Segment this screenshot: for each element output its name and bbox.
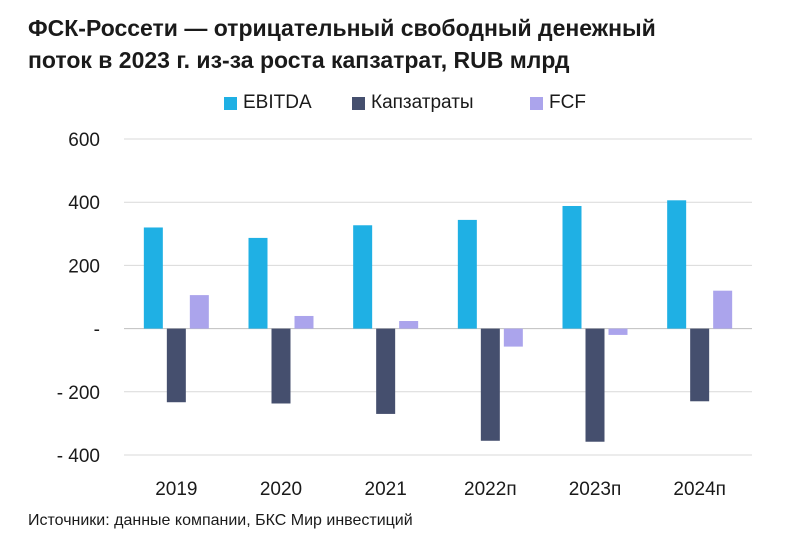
bar-fcf <box>608 328 628 335</box>
source-note: Источники: данные компании, БКС Мир инве… <box>28 512 413 529</box>
legend-item-capex: Капзатраты <box>352 92 474 114</box>
bar-fcf <box>294 315 314 329</box>
bar-ebitda <box>562 205 582 329</box>
bar-capex <box>271 328 291 404</box>
y-tick-label: 400 <box>68 193 100 214</box>
bar-ebitda <box>248 237 268 329</box>
x-tick-label: 2022п <box>464 479 517 500</box>
bar-ebitda <box>457 219 477 329</box>
bar-capex <box>690 328 710 402</box>
x-tick-label: 2024п <box>673 479 726 500</box>
bar-fcf <box>189 295 209 329</box>
bar-ebitda <box>143 227 163 329</box>
chart-title: ФСК-Россети — отрицательный свободный де… <box>28 12 768 76</box>
y-tick-label: - 400 <box>57 446 100 467</box>
chart-legend: EBITDA Капзатраты FCF <box>0 92 785 116</box>
bar-capex <box>166 328 186 403</box>
bar-capex <box>585 328 605 442</box>
y-tick-label: - <box>94 320 100 341</box>
x-tick-label: 2020 <box>260 479 302 500</box>
legend-swatch-capex <box>352 96 365 110</box>
chart-title-line-2: поток в 2023 г. из-за роста капзатрат, R… <box>28 47 570 73</box>
bar-fcf <box>713 290 733 329</box>
bar-capex <box>376 328 396 414</box>
x-tick-label: 2023п <box>569 479 622 500</box>
legend-item-fcf: FCF <box>530 92 586 114</box>
legend-label-capex: Капзатраты <box>371 92 474 113</box>
y-tick-label: 600 <box>68 130 100 151</box>
legend-swatch-ebitda <box>224 96 237 110</box>
y-tick-label: 200 <box>68 256 100 277</box>
bar-capex <box>480 328 500 441</box>
legend-label-fcf: FCF <box>549 92 586 113</box>
x-tick-label: 2021 <box>365 479 407 500</box>
bar-ebitda <box>353 225 373 329</box>
bar-fcf <box>503 328 523 347</box>
x-tick-label: 2019 <box>155 479 197 500</box>
legend-label-ebitda: EBITDA <box>243 92 312 113</box>
legend-item-ebitda: EBITDA <box>224 92 312 114</box>
y-tick-label: - 200 <box>57 383 100 404</box>
chart-title-line-1: ФСК-Россети — отрицательный свободный де… <box>28 15 656 41</box>
legend-swatch-fcf <box>530 96 543 110</box>
bar-ebitda <box>667 200 687 329</box>
bar-fcf <box>399 321 419 329</box>
